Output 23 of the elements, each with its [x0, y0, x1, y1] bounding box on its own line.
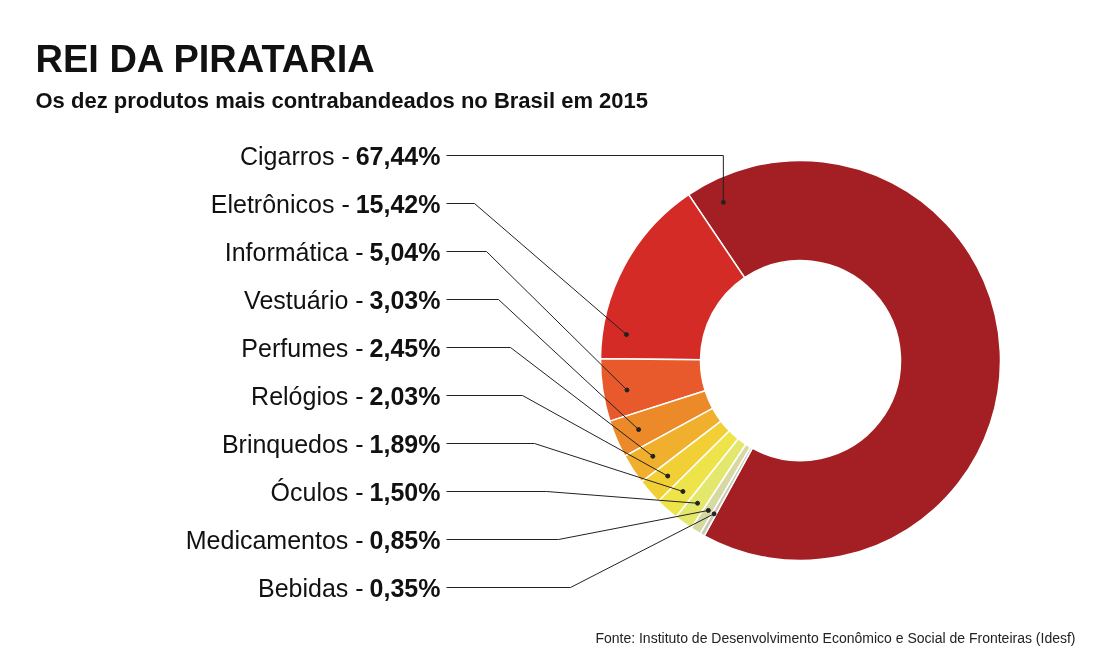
slice-label: Perfumes - [241, 333, 364, 362]
slice-label: Bebidas - [258, 573, 364, 602]
slice-label: Medicamentos - [185, 525, 364, 554]
slice-label: Relógios - [251, 381, 364, 410]
data-label: 1,50% [369, 477, 441, 506]
source-note: Fonte: Instituto de Desenvolvimento Econômico e Social de Fronteiras (Idesf) [595, 629, 1076, 646]
chart-title: REI DA PIRATARIA [35, 37, 375, 80]
slice-label: Brinquedos - [221, 429, 364, 458]
data-label: 0,35% [369, 573, 441, 602]
data-label: 5,04% [369, 237, 441, 266]
slice-label: Eletrônicos - [210, 189, 350, 218]
data-label: 1,89% [369, 429, 441, 458]
chart-subtitle: Os dez produtos mais contrabandeados no Brasil em 2015 [35, 88, 649, 113]
data-label: 15,42% [355, 189, 441, 218]
data-label: 0,85% [369, 525, 441, 554]
slice-label: Óculos - [270, 477, 364, 506]
data-label: 67,44% [355, 141, 441, 170]
slice-label: Informática - [224, 237, 364, 266]
slice-label: Cigarros - [239, 141, 350, 170]
data-label: 3,03% [369, 285, 441, 314]
data-label: 2,45% [369, 333, 441, 362]
slice-label: Vestuário - [244, 285, 364, 314]
data-label: 2,03% [369, 381, 441, 410]
